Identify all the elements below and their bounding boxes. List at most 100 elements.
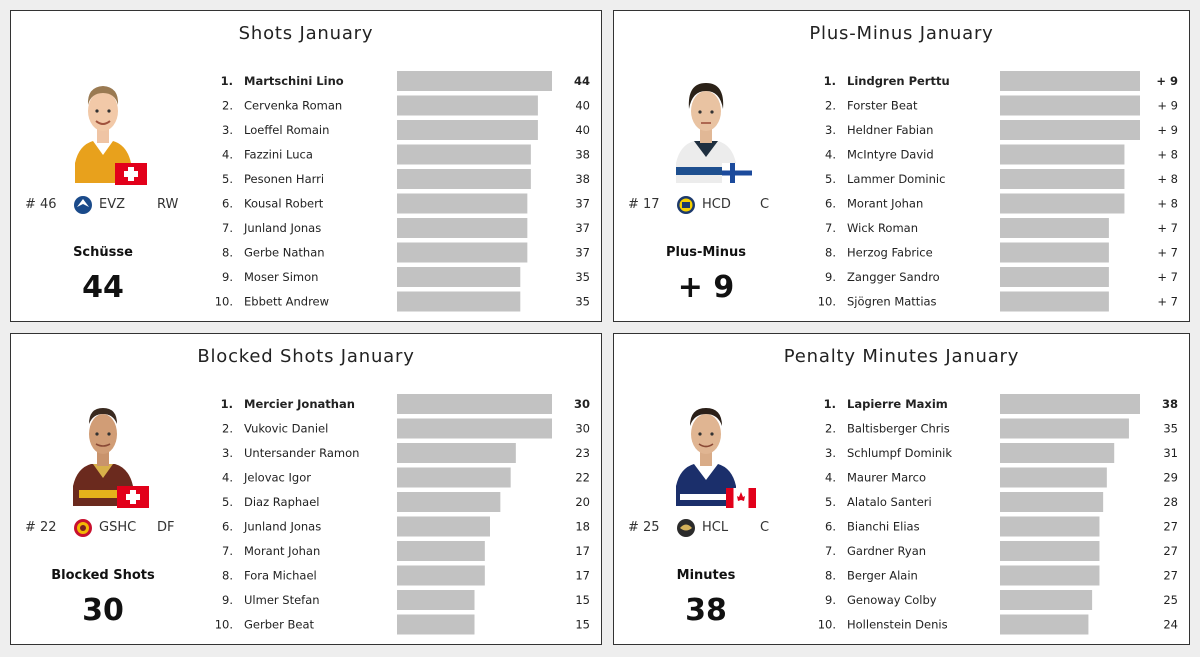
bar	[1000, 218, 1109, 238]
value-label: 37	[575, 221, 590, 235]
panel-title: Shots January	[238, 23, 374, 44]
bar	[1000, 516, 1100, 537]
bar	[1000, 565, 1100, 586]
bar	[397, 144, 531, 165]
player-name-label: Morant Johan	[847, 197, 923, 211]
value-label: + 9	[1157, 123, 1178, 137]
rank-label: 10.	[215, 618, 233, 632]
leaderboard-chart-svg: 1. Martschini Lino 44 2. Cervenka Roman 40 3. L…	[215, 71, 590, 312]
bar	[1000, 492, 1104, 512]
player-name-label: Hollenstein Denis	[847, 618, 948, 632]
gshc-logo-icon	[74, 519, 92, 537]
player-name-label: Jelovac Igor	[243, 471, 311, 485]
rank-label: 2.	[825, 422, 836, 436]
rank-label: 5.	[222, 172, 233, 186]
player-photo-icon	[674, 394, 738, 506]
stat-value: 30	[82, 593, 124, 628]
player-name-label: Lapierre Maxim	[847, 397, 948, 411]
stat-panel-blocked-shots: Blocked Shots January # 22 GSHC DF Block…	[10, 333, 602, 645]
rank-label: 1.	[824, 397, 836, 411]
leaderboard-chart-svg: 1. Lapierre Maxim 38 2. Baltisberger Chris 35…	[818, 394, 1178, 635]
player-info: # 17 HCD C	[628, 196, 798, 215]
value-label: 23	[575, 446, 590, 460]
rank-label: 6.	[825, 520, 836, 534]
bar	[397, 242, 528, 263]
player-name-label: Fazzini Luca	[244, 148, 313, 162]
value-label: 25	[1163, 593, 1178, 607]
player-position: C	[760, 520, 770, 535]
player-name-label: Junland Jonas	[243, 520, 321, 534]
player-photo-icon	[674, 71, 738, 183]
value-label: 30	[575, 422, 590, 436]
player-name-label: Herzog Fabrice	[847, 246, 933, 260]
value-label: 29	[1163, 471, 1178, 485]
value-label: 15	[575, 618, 590, 632]
bar	[397, 169, 531, 189]
rank-label: 7.	[825, 544, 836, 558]
rank-label: 10.	[818, 295, 836, 309]
rank-label: 1.	[221, 74, 233, 88]
bar	[397, 193, 528, 214]
rank-label: 2.	[222, 422, 233, 436]
player-name-label: Cervenka Roman	[244, 99, 342, 113]
player-name-label: Loeffel Romain	[244, 123, 329, 137]
player-name-label: Sjögren Mattias	[847, 295, 937, 309]
leaderboard-chart: 1. Lapierre Maxim 38 2. Baltisberger Chris 35…	[814, 392, 1199, 637]
stat-panel-shots: Shots January # 46 EVZ RW Schüsse 44 1. M…	[10, 10, 602, 322]
player-name-label: Gerbe Nathan	[244, 246, 325, 260]
rank-label: 8.	[825, 569, 836, 583]
rank-label: 3.	[222, 446, 233, 460]
player-position: RW	[157, 197, 179, 212]
player-name-label: Forster Beat	[847, 99, 918, 113]
value-label: 37	[575, 197, 590, 211]
value-label: + 7	[1157, 246, 1178, 260]
value-label: 35	[1163, 422, 1178, 436]
player-name-label: Bianchi Elias	[847, 520, 920, 534]
player-name-label: Genoway Colby	[847, 593, 937, 607]
player-name-label: Ebbett Andrew	[244, 295, 329, 309]
player-number: # 17	[628, 197, 660, 212]
player-team: GSHC	[99, 520, 137, 535]
bar	[397, 218, 528, 238]
rank-label: 7.	[222, 544, 233, 558]
hcl-logo-icon	[677, 519, 695, 537]
canadian-flag-icon	[726, 488, 756, 508]
player-team: EVZ	[99, 197, 126, 212]
value-label: 38	[1162, 397, 1178, 411]
bar	[1000, 95, 1140, 116]
player-number: # 25	[628, 520, 660, 535]
player-name-label: Kousal Robert	[244, 197, 324, 211]
finnish-flag-icon	[722, 163, 752, 183]
rank-label: 10.	[215, 295, 233, 309]
bar	[397, 291, 521, 312]
rank-label: 1.	[221, 397, 233, 411]
player-name-label: Lammer Dominic	[847, 172, 945, 186]
bar	[397, 418, 552, 439]
rank-label: 1.	[824, 74, 836, 88]
player-name-label: Ulmer Stefan	[244, 593, 320, 607]
value-label: 24	[1163, 618, 1178, 632]
evz-logo-icon	[74, 196, 92, 214]
value-label: 37	[575, 246, 590, 260]
value-label: 20	[575, 495, 590, 509]
player-photo-icon	[71, 71, 135, 183]
value-label: 40	[575, 99, 590, 113]
rank-label: 9.	[825, 270, 836, 284]
value-label: 17	[575, 544, 590, 558]
player-name-label: Fora Michael	[244, 569, 317, 583]
bar	[1000, 193, 1125, 214]
player-name-label: Martschini Lino	[244, 74, 344, 88]
player-info: # 25 HCL C	[628, 519, 798, 538]
bar	[397, 590, 475, 610]
stat-value: 44	[82, 270, 124, 305]
value-label: + 7	[1157, 270, 1178, 284]
player-info: # 46 EVZ RW	[25, 196, 195, 215]
bar	[1000, 242, 1109, 263]
rank-label: 9.	[825, 593, 836, 607]
rank-label: 8.	[222, 569, 233, 583]
rank-label: 10.	[818, 618, 836, 632]
value-label: 38	[575, 148, 590, 162]
value-label: 17	[575, 569, 590, 583]
rank-label: 4.	[222, 148, 233, 162]
value-label: 27	[1163, 569, 1178, 583]
